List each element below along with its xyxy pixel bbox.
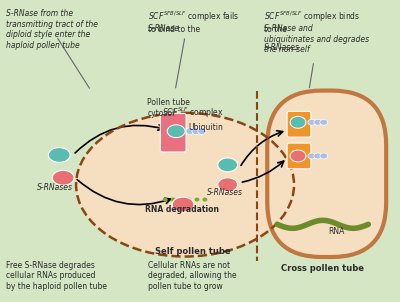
- Ellipse shape: [308, 153, 316, 159]
- Text: $SCF^{SFB/SLF}$ complex binds
to the: $SCF^{SFB/SLF}$ complex binds to the: [264, 9, 361, 34]
- Text: Free S-RNase degrades
cellular RNAs produced
by the haploid pollen tube: Free S-RNase degrades cellular RNAs prod…: [6, 261, 107, 291]
- Ellipse shape: [218, 178, 238, 192]
- FancyBboxPatch shape: [267, 91, 386, 257]
- Ellipse shape: [167, 125, 185, 138]
- Ellipse shape: [198, 128, 206, 135]
- Text: S-RNases: S-RNases: [207, 188, 243, 197]
- Ellipse shape: [290, 150, 306, 162]
- Ellipse shape: [194, 198, 200, 201]
- Text: Ubiquitin: Ubiquitin: [188, 123, 223, 132]
- Text: $SCF^{SFB/SLF}$ complex fails
to bind to the: $SCF^{SFB/SLF}$ complex fails to bind to…: [148, 9, 240, 34]
- Ellipse shape: [320, 119, 328, 125]
- Ellipse shape: [76, 113, 294, 256]
- FancyBboxPatch shape: [287, 143, 311, 169]
- Text: Cellular RNAs are not
degraded, allowing the
pollen tube to grow: Cellular RNAs are not degraded, allowing…: [148, 261, 237, 291]
- Ellipse shape: [48, 148, 70, 162]
- Ellipse shape: [192, 128, 200, 135]
- Ellipse shape: [314, 153, 322, 159]
- FancyBboxPatch shape: [287, 111, 311, 137]
- Text: S-RNases: S-RNases: [38, 183, 74, 192]
- Ellipse shape: [171, 198, 176, 201]
- Ellipse shape: [320, 153, 328, 159]
- Ellipse shape: [290, 116, 306, 128]
- Text: S-RNase from the
transmitting tract of the
diploid style enter the
haploid polle: S-RNase from the transmitting tract of t…: [6, 9, 98, 50]
- Text: Self pollen tube: Self pollen tube: [155, 247, 231, 256]
- Ellipse shape: [308, 119, 316, 125]
- Ellipse shape: [52, 170, 74, 185]
- Text: $SCF^{SLF}$ complex: $SCF^{SLF}$ complex: [162, 105, 224, 120]
- FancyBboxPatch shape: [2, 2, 398, 300]
- Text: S-RNases: S-RNases: [264, 43, 300, 52]
- Ellipse shape: [218, 158, 238, 172]
- Ellipse shape: [314, 119, 322, 125]
- Ellipse shape: [163, 198, 168, 201]
- Ellipse shape: [179, 198, 184, 201]
- Text: S-RNase and
ubiquitinates and degrades
the non-self: S-RNase and ubiquitinates and degrades t…: [264, 24, 370, 54]
- FancyBboxPatch shape: [160, 113, 186, 152]
- Text: Pollen tube
cytosol: Pollen tube cytosol: [147, 98, 190, 118]
- Ellipse shape: [186, 128, 194, 135]
- Ellipse shape: [186, 198, 192, 201]
- Ellipse shape: [172, 197, 194, 212]
- Text: S-RNase: S-RNase: [148, 24, 180, 33]
- Text: RNA: RNA: [329, 227, 345, 236]
- Ellipse shape: [202, 198, 207, 201]
- Text: RNA degradation: RNA degradation: [146, 204, 220, 214]
- Text: Cross pollen tube: Cross pollen tube: [281, 264, 364, 273]
